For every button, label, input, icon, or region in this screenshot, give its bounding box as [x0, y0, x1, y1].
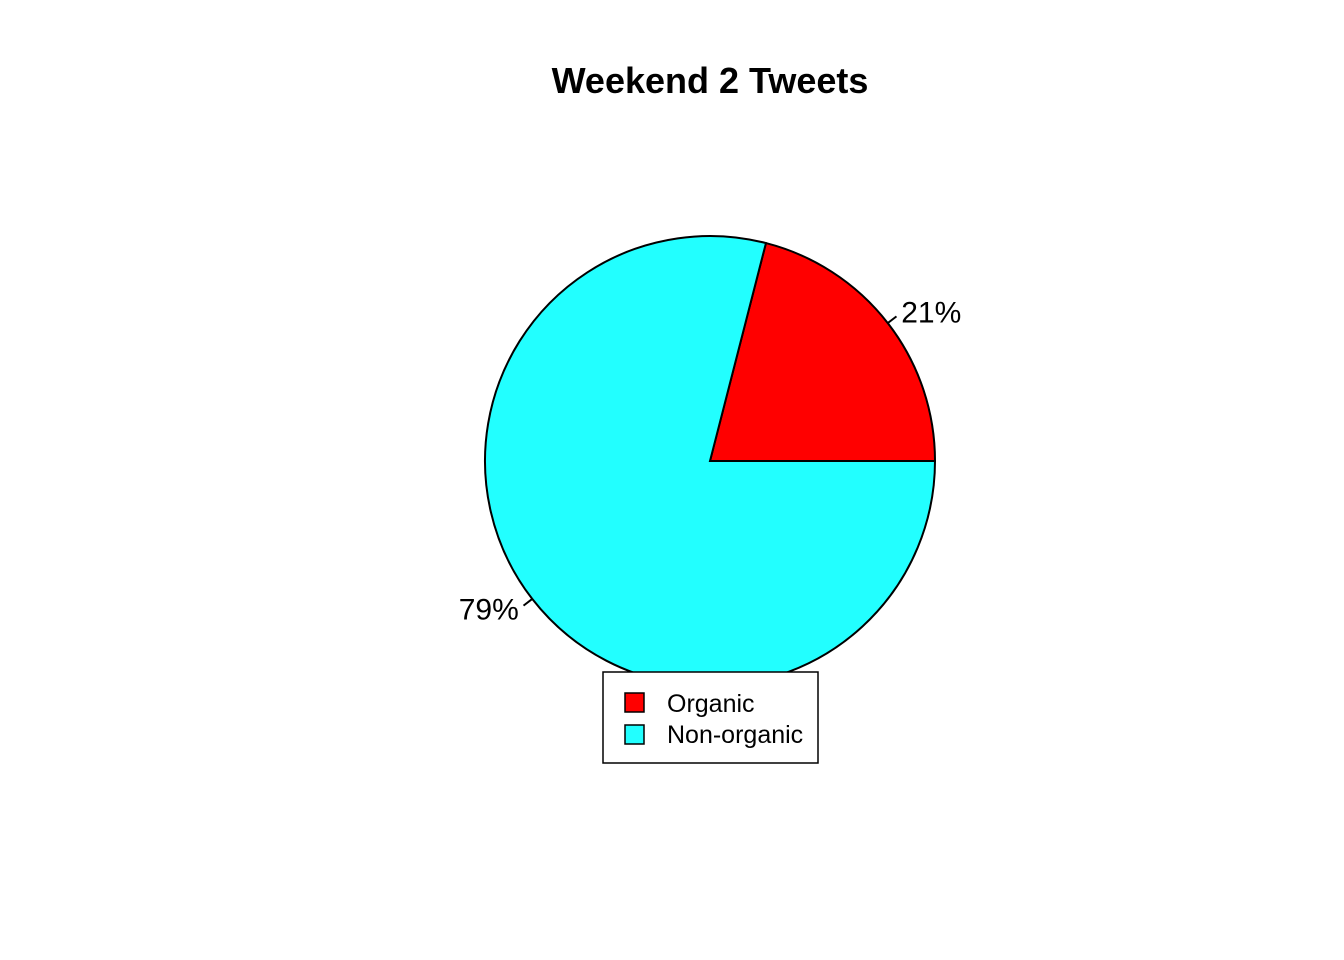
legend-box: [602, 671, 819, 764]
leader-line-organic: [887, 315, 898, 324]
slice-leader-lines: [522, 315, 898, 607]
pie-slices: [484, 235, 937, 687]
legend: Organic Non-organic: [602, 671, 819, 764]
slice-labels: 21% 79%: [459, 297, 962, 627]
legend-label-non-organic: Non-organic: [667, 721, 803, 749]
legend-swatch-organic: [624, 692, 645, 713]
leader-line-non-organic: [522, 598, 533, 607]
pie-slice-organic: [708, 241, 937, 462]
chart-title: Weekend 2 Tweets: [552, 60, 869, 101]
legend-swatch-non-organic: [624, 724, 645, 745]
slice-label-non-organic: 79%: [459, 593, 519, 626]
legend-label-organic: Organic: [667, 690, 755, 718]
slice-label-organic: 21%: [901, 297, 961, 330]
